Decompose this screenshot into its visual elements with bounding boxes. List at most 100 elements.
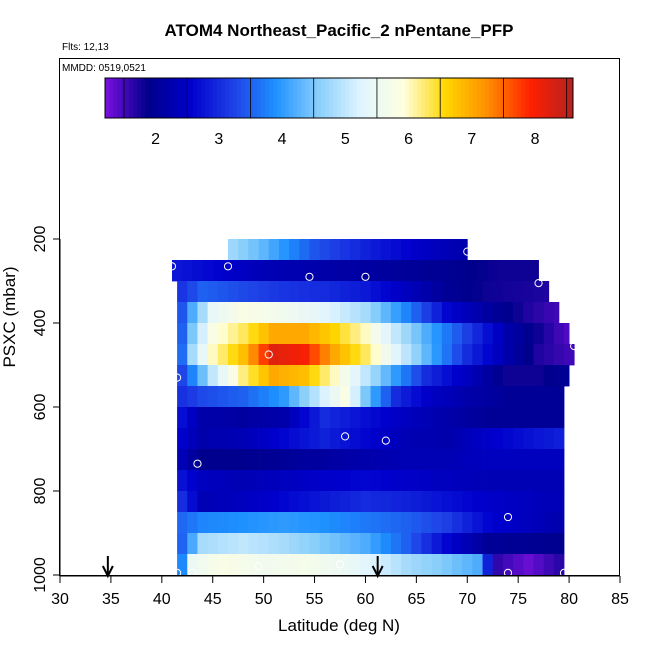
heatmap-cell	[482, 428, 494, 450]
heatmap-cell	[217, 323, 229, 345]
colorbar-swatch	[105, 78, 110, 118]
heatmap-cell	[406, 260, 417, 282]
heatmap-cell	[462, 281, 473, 303]
heatmap-cell	[523, 491, 534, 513]
colorbar-swatch	[529, 78, 534, 118]
heatmap-cell	[482, 470, 494, 492]
heatmap-cell	[553, 512, 565, 534]
heatmap-cell	[289, 323, 300, 345]
heatmap-cell	[268, 344, 280, 366]
heatmap-cell	[238, 302, 249, 324]
heatmap-cell	[431, 386, 443, 408]
heatmap-cell	[513, 512, 524, 534]
heatmap-cell	[248, 428, 259, 450]
heatmap-cell	[523, 428, 534, 450]
heatmap-cell	[207, 470, 219, 492]
heatmap-cell	[513, 491, 524, 513]
heatmap-cell	[543, 344, 555, 366]
heatmap-cell	[217, 491, 229, 513]
colorbar-swatch	[381, 78, 386, 118]
heatmap-cell	[319, 344, 331, 366]
colorbar-swatch	[405, 78, 410, 118]
heatmap-cell	[217, 449, 229, 471]
heatmap-cell	[278, 344, 290, 366]
heatmap-cell	[411, 470, 422, 492]
heatmap-cell	[329, 428, 341, 450]
heatmap-cell	[228, 386, 239, 408]
arrow-head	[101, 565, 114, 579]
colorbar-swatch	[113, 78, 118, 118]
heatmap-cell	[350, 470, 361, 492]
colorbar-swatch	[513, 78, 518, 118]
heatmap-cell	[197, 407, 209, 429]
heatmap-cell	[197, 386, 209, 408]
heatmap-cell	[187, 512, 198, 534]
colorbar-swatch	[213, 78, 218, 118]
colorbar-swatch	[429, 78, 434, 118]
heatmap-cell	[436, 260, 448, 282]
heatmap-cell	[482, 302, 494, 324]
heatmap-cell	[289, 470, 300, 492]
heatmap-cell	[314, 260, 326, 282]
heatmap-cell	[289, 449, 300, 471]
sample-marker	[264, 350, 273, 359]
colorbar-swatch	[457, 78, 462, 118]
heatmap-cell	[238, 449, 249, 471]
heatmap-cell	[421, 470, 433, 492]
heatmap-cell	[553, 449, 565, 471]
heatmap-cell	[289, 344, 300, 366]
heatmap-cell	[197, 554, 209, 576]
heatmap-cell	[309, 302, 321, 324]
heatmap-cell	[482, 365, 494, 387]
heatmap-cell	[228, 365, 239, 387]
heatmap-cell	[217, 428, 229, 450]
heatmap-cell	[268, 533, 280, 555]
colorbar-swatch	[253, 78, 258, 118]
heatmap-cell	[396, 260, 407, 282]
heatmap-cell	[278, 407, 290, 429]
heatmap-cell	[513, 386, 524, 408]
colorbar-swatch	[313, 78, 318, 118]
colorbar-swatch	[125, 78, 130, 118]
heatmap-cell	[441, 491, 453, 513]
heatmap-cell	[309, 449, 321, 471]
heatmap-cell	[421, 239, 433, 261]
heatmap-cell	[390, 449, 402, 471]
heatmap-cell	[340, 533, 351, 555]
heatmap-cell	[360, 512, 371, 534]
heatmap-cell	[462, 428, 473, 450]
heatmap-cell	[289, 302, 300, 324]
heatmap-cell	[380, 449, 392, 471]
heatmap-cell	[309, 512, 321, 534]
heatmap-cell	[329, 533, 341, 555]
y-axis-title: PSXC (mbar)	[0, 266, 19, 367]
colorbar-tick-label: 7	[467, 131, 476, 148]
x-tick-label: 60	[357, 591, 375, 608]
heatmap-cell	[197, 533, 209, 555]
heatmap-cell	[472, 365, 483, 387]
heatmap-cell	[452, 386, 463, 408]
heatmap-cell	[523, 449, 534, 471]
heatmap-cell	[543, 470, 555, 492]
heatmap-cell	[278, 302, 290, 324]
heatmap-cell	[533, 554, 545, 576]
heatmap-cell	[248, 449, 259, 471]
colorbar-swatch	[145, 78, 150, 118]
heatmap-cell	[207, 428, 219, 450]
heatmap-cell	[553, 554, 565, 576]
colorbar-swatch	[153, 78, 158, 118]
colorbar-swatch	[305, 78, 310, 118]
heatmap-cell	[441, 344, 453, 366]
heatmap-cell	[309, 323, 321, 345]
heatmap-cell	[187, 554, 198, 576]
heatmap-cell	[329, 449, 341, 471]
heatmap-cell	[401, 281, 412, 303]
heatmap-cell	[289, 386, 300, 408]
sample-marker	[167, 262, 177, 271]
heatmap-cell	[452, 470, 463, 492]
heatmap-cell	[319, 323, 331, 345]
heatmap-cell	[431, 302, 443, 324]
heatmap-cell	[319, 239, 331, 261]
heatmap-cell	[207, 407, 219, 429]
